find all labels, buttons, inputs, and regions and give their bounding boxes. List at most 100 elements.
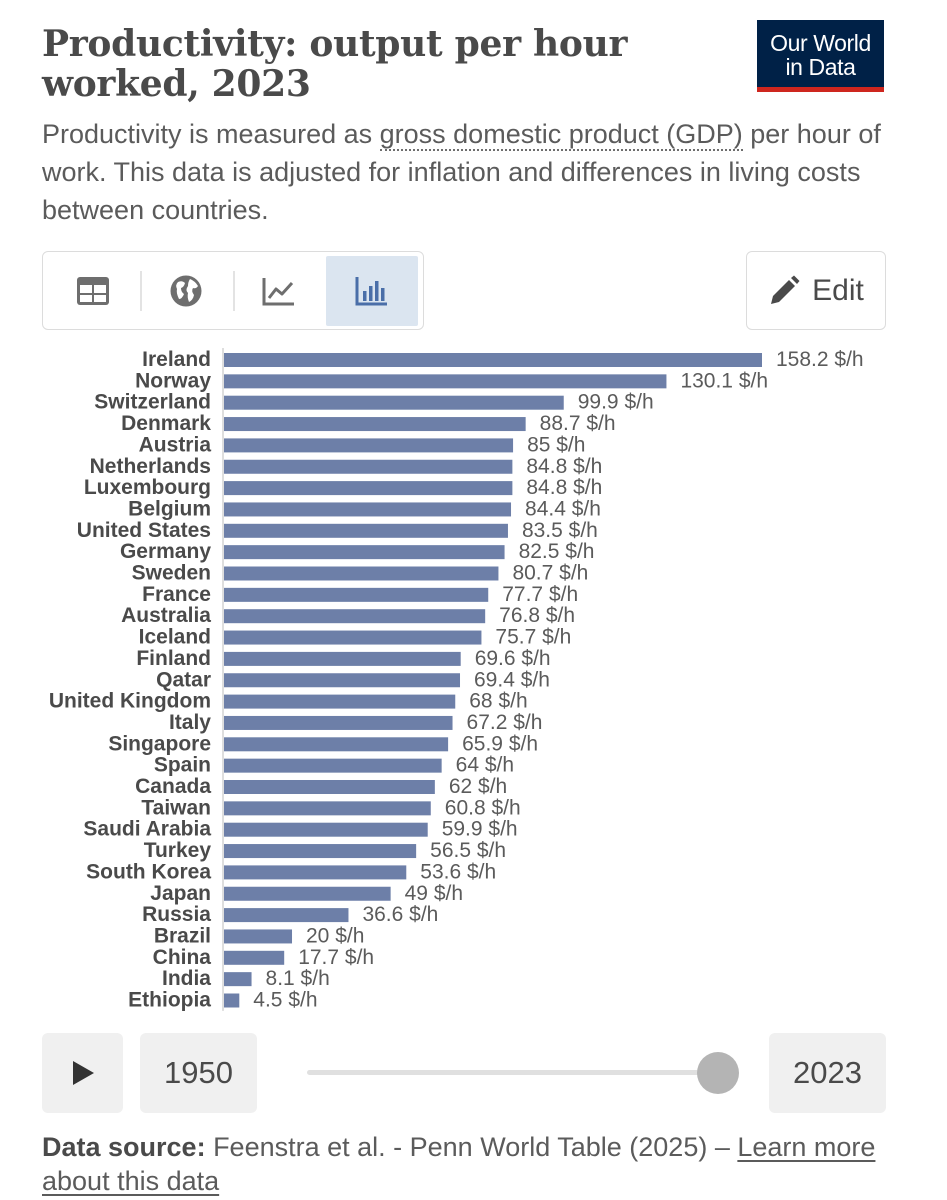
category-label: Canada xyxy=(135,775,211,798)
value-label: 4.5 $/h xyxy=(253,989,317,1012)
category-label: Netherlands xyxy=(90,455,211,478)
bar[interactable] xyxy=(224,886,391,901)
bar[interactable] xyxy=(224,865,407,880)
category-label: Russia xyxy=(142,903,211,926)
tab-line-chart[interactable] xyxy=(233,256,325,326)
bar[interactable] xyxy=(224,758,442,773)
category-label: Ireland xyxy=(142,348,211,371)
bar[interactable] xyxy=(224,523,508,538)
bar[interactable] xyxy=(224,694,456,709)
bar[interactable] xyxy=(224,993,240,1008)
value-label: 49 $/h xyxy=(405,882,463,905)
owid-logo[interactable]: Our World in Data xyxy=(757,20,884,92)
bar[interactable] xyxy=(224,908,349,923)
value-label: 69.6 $/h xyxy=(475,647,551,670)
value-label: 67.2 $/h xyxy=(467,711,543,734)
bar[interactable] xyxy=(224,566,499,581)
timeline-slider-track[interactable] xyxy=(307,1070,717,1075)
bar[interactable] xyxy=(224,353,762,367)
gdp-definition-link[interactable]: gross domestic product (GDP) xyxy=(379,119,743,151)
bar[interactable] xyxy=(224,395,564,410)
bar[interactable] xyxy=(224,459,513,474)
chart-subtitle: Productivity is measured as gross domest… xyxy=(42,115,902,229)
bar[interactable] xyxy=(224,630,482,645)
pencil-icon xyxy=(771,275,800,304)
bar[interactable] xyxy=(224,972,252,987)
category-label: Ethiopia xyxy=(128,989,211,1012)
bar[interactable] xyxy=(224,587,489,602)
value-label: 99.9 $/h xyxy=(578,391,654,414)
end-year-button[interactable]: 2023 xyxy=(769,1033,886,1113)
category-label: Austria xyxy=(139,433,212,456)
category-label: Belgium xyxy=(128,497,211,520)
value-label: 59.9 $/h xyxy=(442,818,518,841)
value-label: 130.1 $/h xyxy=(680,369,768,392)
category-label: Taiwan xyxy=(141,796,211,819)
value-label: 69.4 $/h xyxy=(474,668,550,691)
value-label: 76.8 $/h xyxy=(499,604,575,627)
start-year-button[interactable]: 1950 xyxy=(140,1033,257,1113)
chart-view-tabs xyxy=(42,251,424,330)
value-label: 75.7 $/h xyxy=(495,626,571,649)
bar[interactable] xyxy=(224,950,285,965)
category-label: South Korea xyxy=(86,860,211,883)
bar[interactable] xyxy=(224,374,667,389)
bar[interactable] xyxy=(224,737,449,752)
value-label: 84.8 $/h xyxy=(526,476,602,499)
bar[interactable] xyxy=(224,502,512,517)
value-label: 60.8 $/h xyxy=(445,796,521,819)
subtitle-text-start: Productivity is measured as xyxy=(42,119,380,149)
bar[interactable] xyxy=(224,822,428,837)
bar[interactable] xyxy=(224,417,526,432)
bar[interactable] xyxy=(224,844,417,859)
globe-icon xyxy=(170,275,202,307)
category-label: Turkey xyxy=(144,839,212,862)
category-label: China xyxy=(153,946,212,969)
value-label: 88.7 $/h xyxy=(540,412,616,435)
bar[interactable] xyxy=(224,715,453,730)
value-label: 17.7 $/h xyxy=(298,946,374,969)
bar[interactable] xyxy=(224,651,461,666)
category-label: Italy xyxy=(169,711,211,734)
bar[interactable] xyxy=(224,545,505,560)
category-label: Denmark xyxy=(121,412,211,435)
value-label: 53.6 $/h xyxy=(420,860,496,883)
category-label: United States xyxy=(77,519,211,542)
learn-more-link[interactable]: Learn more about this data xyxy=(42,1132,876,1196)
edit-button[interactable]: Edit xyxy=(746,251,886,330)
category-label: United Kingdom xyxy=(49,690,211,713)
value-label: 20 $/h xyxy=(306,924,364,947)
play-button[interactable] xyxy=(42,1033,123,1113)
bar[interactable] xyxy=(224,438,514,453)
category-label: Iceland xyxy=(139,626,211,649)
value-label: 36.6 $/h xyxy=(362,903,438,926)
category-label: Australia xyxy=(121,604,211,627)
tab-table[interactable] xyxy=(47,256,139,326)
value-label: 84.4 $/h xyxy=(525,497,601,520)
timeline-slider-handle[interactable] xyxy=(697,1052,739,1094)
category-label: Saudi Arabia xyxy=(83,818,211,841)
bar[interactable] xyxy=(224,801,431,816)
category-label: France xyxy=(142,583,211,606)
bar-chart-icon xyxy=(355,277,387,306)
category-label: India xyxy=(162,967,211,990)
logo-line-2: in Data xyxy=(785,54,856,80)
subtitle-text-end: per hour of work. This data is adjusted … xyxy=(42,119,881,225)
value-label: 65.9 $/h xyxy=(462,732,538,755)
play-icon xyxy=(72,1061,94,1085)
value-label: 82.5 $/h xyxy=(519,540,595,563)
bar[interactable] xyxy=(224,929,293,944)
category-label: Germany xyxy=(120,540,211,563)
value-label: 8.1 $/h xyxy=(266,967,330,990)
category-label: Luxembourg xyxy=(84,476,211,499)
bar[interactable] xyxy=(224,673,461,688)
bar[interactable] xyxy=(224,481,513,496)
chart-title: Productivity: output per hour worked, 20… xyxy=(42,23,628,105)
tab-map[interactable] xyxy=(140,256,232,326)
bar[interactable] xyxy=(224,780,435,794)
bar[interactable] xyxy=(224,609,486,624)
tab-bar-chart[interactable] xyxy=(326,256,418,326)
table-icon xyxy=(77,277,109,305)
category-label: Sweden xyxy=(132,562,211,585)
bar-chart: Ireland 158.2 $/h Norway 130.1 $/h Switzerla… xyxy=(49,348,864,1012)
